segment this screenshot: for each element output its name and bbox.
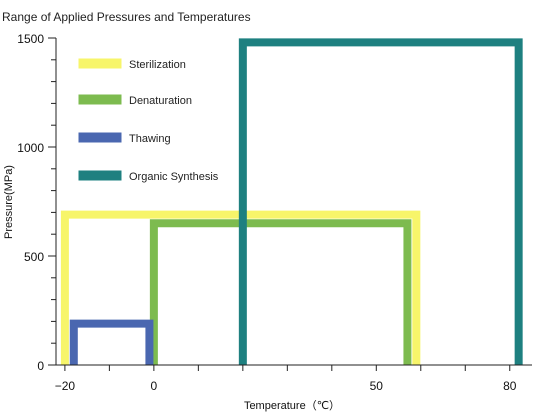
legend-label-organic-synthesis: Organic Synthesis [129,171,219,183]
y-tick-label: 0 [37,359,44,373]
y-tick-label: 500 [24,250,44,264]
x-axis-label: Temperature（℃） [244,399,340,412]
chart-title: Range of Applied Pressures and Temperatu… [2,10,251,24]
range-box-organic-synthesis [238,38,523,365]
legend-label-denaturation: Denaturation [129,95,192,107]
legend-swatch-sterilization [78,58,122,69]
legend-swatch-thawing [78,132,122,143]
range-box-thawing [69,319,154,365]
legend-swatch-organic-synthesis [78,170,122,181]
y-tick-label: 1000 [17,141,44,155]
x-tick-label: 0 [151,379,158,393]
range-box-denaturation [149,219,412,365]
legend-swatch-denaturation [78,94,122,105]
x-tick-label: 80 [503,379,517,393]
legend-label-thawing: Thawing [129,133,171,145]
x-tick-label: 50 [370,379,384,393]
x-tick-label: −20 [55,379,76,393]
y-axis-label: Pressure(MPa) [3,165,15,239]
y-tick-label: 1500 [17,32,44,46]
legend-label-sterilization: Sterilization [129,59,186,71]
